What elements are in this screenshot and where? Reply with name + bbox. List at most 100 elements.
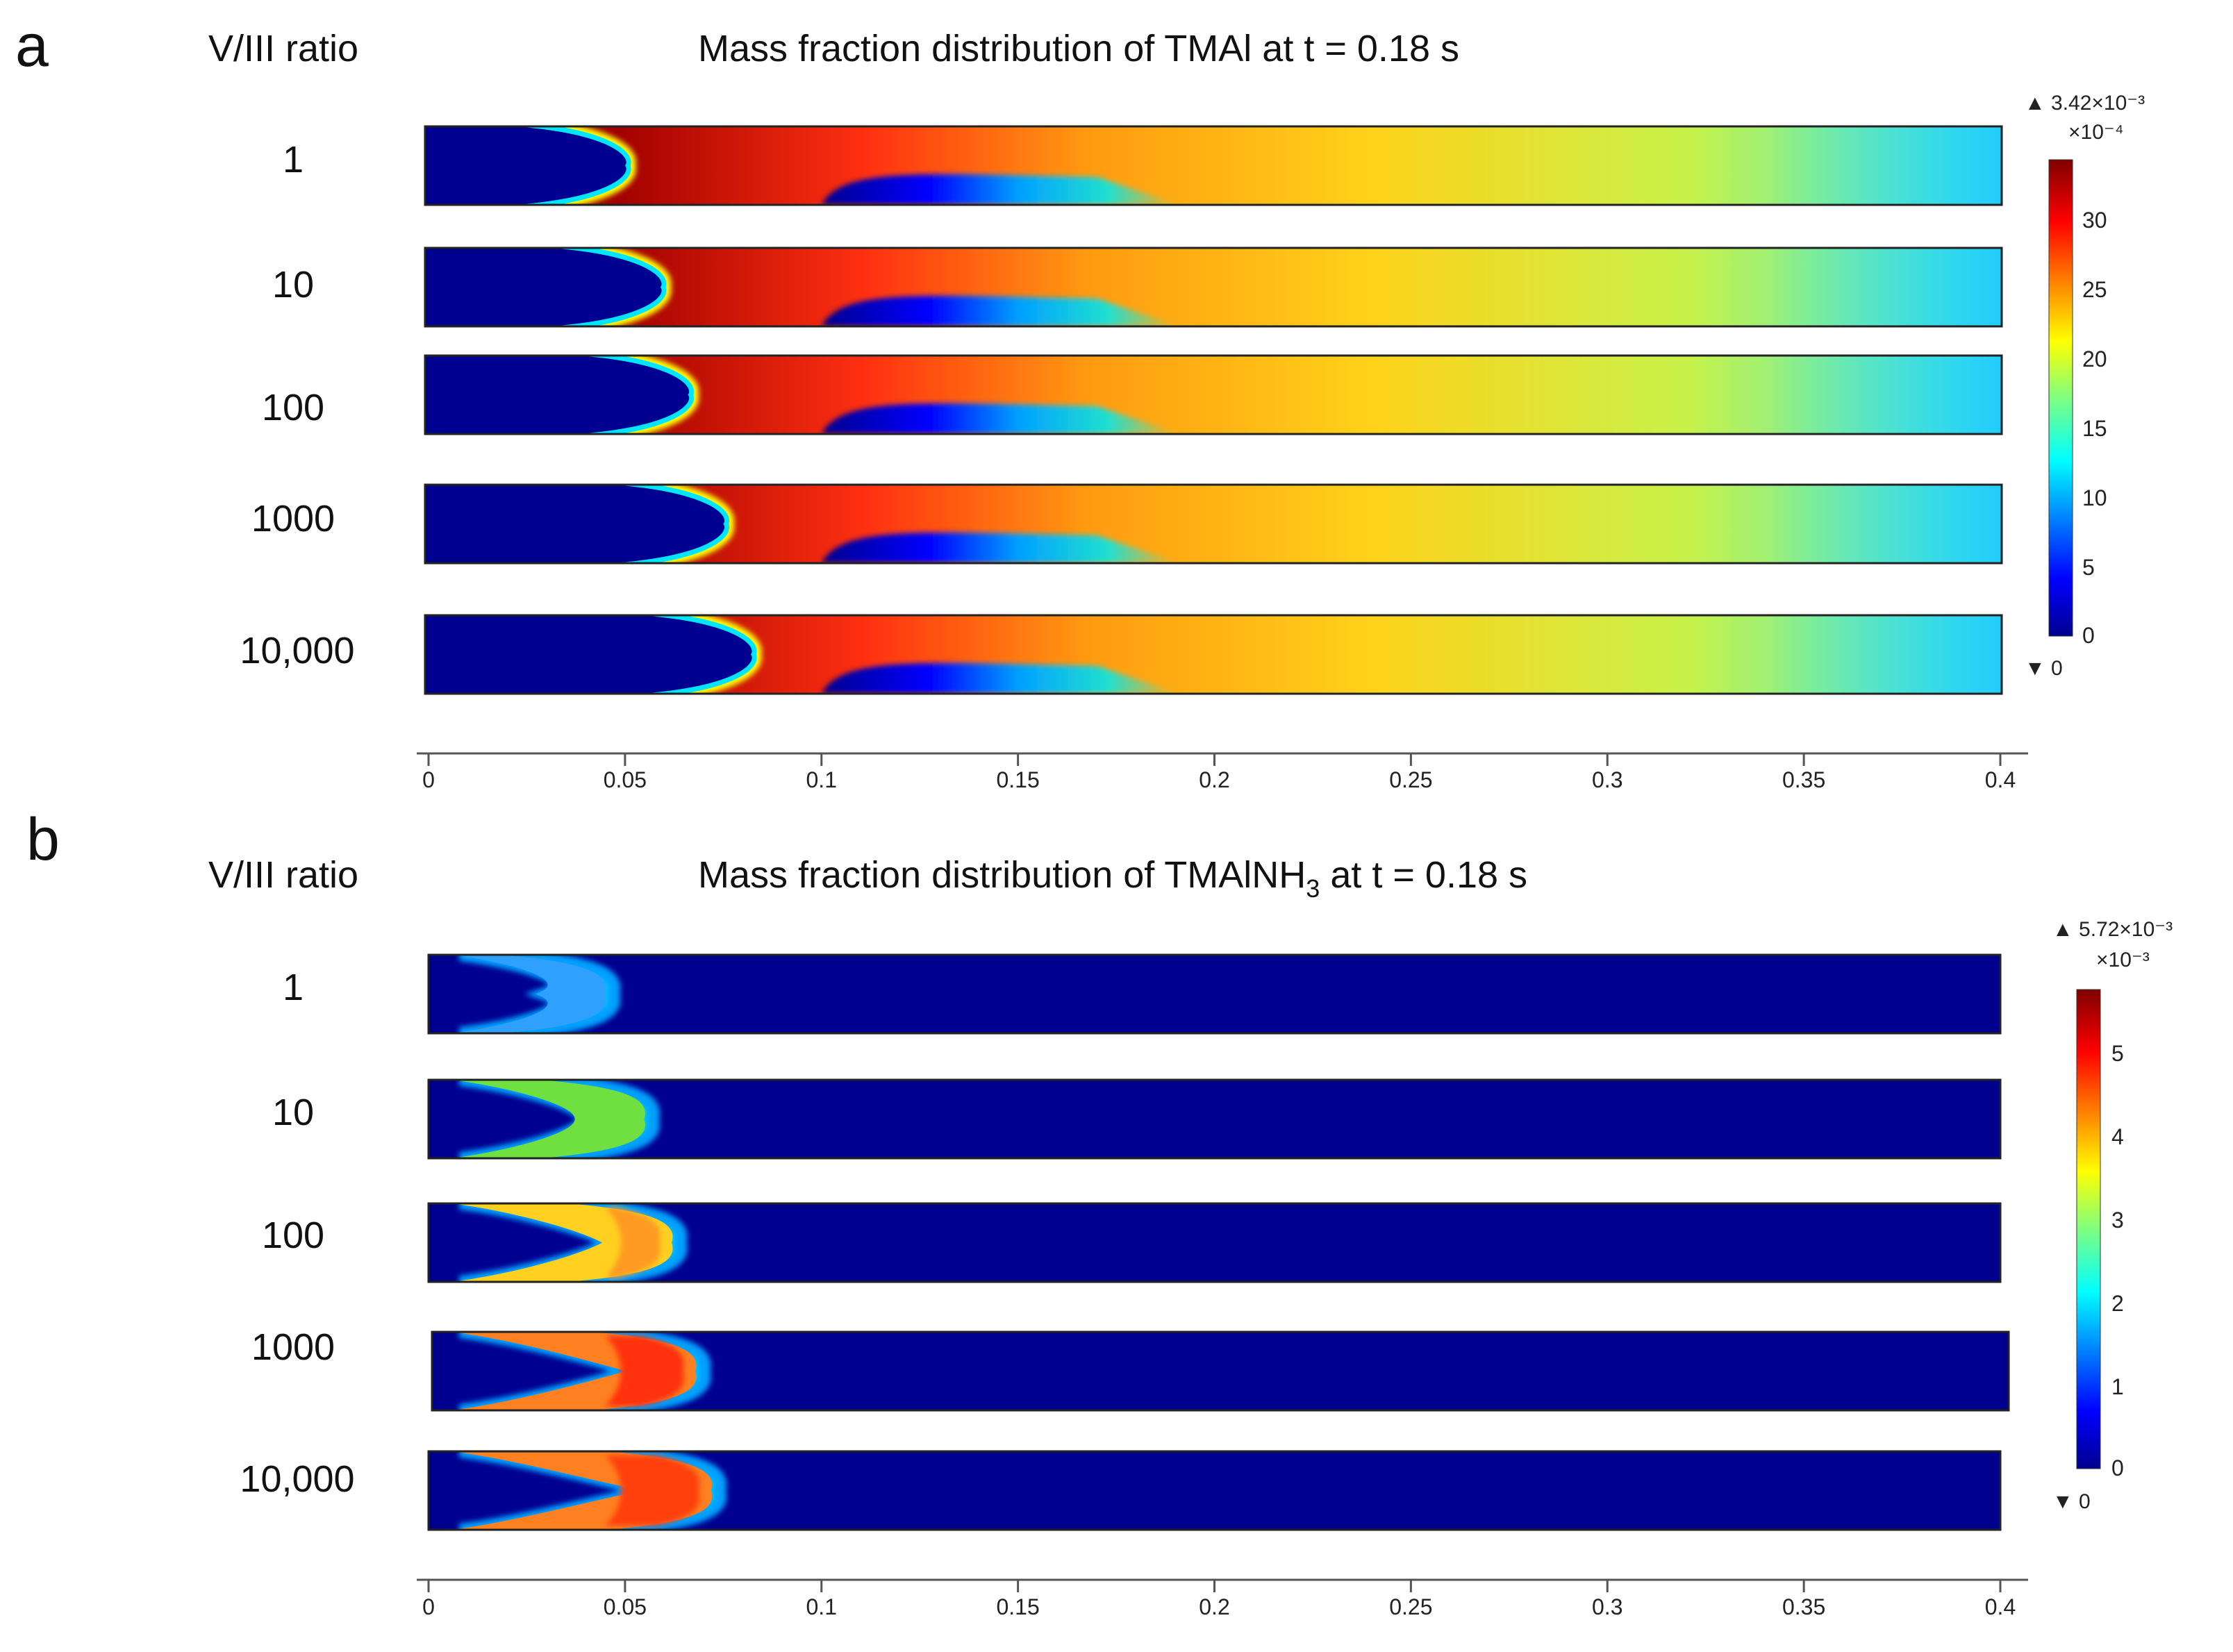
panel-b-x-tick-label: 0.15 xyxy=(996,1594,1039,1619)
panel-b-row-labels: 1 10 100 1000 10,000 xyxy=(240,967,354,1500)
tmal-strip-row xyxy=(424,483,2003,565)
panel-a-colorbar-tick: 0 xyxy=(2082,623,2095,648)
tmal-inlet-region xyxy=(425,126,626,205)
panel-a-x-ticks xyxy=(427,753,2002,766)
panel-a-colorbar-tick: 10 xyxy=(2082,485,2107,510)
panel-b-row-label: 100 xyxy=(262,1215,324,1256)
tmalnh3-strip-row xyxy=(427,953,2002,1035)
panel-a-row-label: 10,000 xyxy=(240,630,354,671)
tmalnh3-strip-row xyxy=(427,1202,2002,1283)
tmal-inlet-region xyxy=(425,615,752,694)
tmal-field xyxy=(425,248,2002,326)
panel-a-row-label: 100 xyxy=(262,387,324,428)
panel-a-row-labels: 1 10 100 1000 10,000 xyxy=(240,139,354,671)
tmalnh3-band-core xyxy=(605,1455,700,1526)
panel-b-title-main: Mass fraction distribution of TMAlNH xyxy=(698,854,1306,896)
panel-b-row-label: 10,000 xyxy=(240,1458,354,1500)
panel-b-x-tick-label: 0.3 xyxy=(1592,1594,1622,1619)
panel-a-colorbar-tick: 30 xyxy=(2082,208,2107,233)
panel-a-x-tick-label: 0.25 xyxy=(1389,767,1432,792)
tmal-strip-row xyxy=(424,247,2003,328)
tmal-outlet-fade xyxy=(1764,356,2002,434)
tmalnh3-band-core xyxy=(605,1336,684,1406)
panel-a-row-header: V/III ratio xyxy=(208,28,358,69)
panel-b-x-tick-label: 0.2 xyxy=(1199,1594,1229,1619)
panel-b-x-tick-label: 0.25 xyxy=(1389,1594,1432,1619)
panel-b-x-tick-labels: 0 0.05 0.1 0.15 0.2 0.25 0.3 0.35 0.4 xyxy=(422,1594,2016,1619)
panel-b-colorbar-tick: 2 xyxy=(2111,1291,2124,1316)
tmalnh3-strip-row xyxy=(431,1330,2010,1412)
tmalnh3-strip-border xyxy=(427,1450,2002,1531)
tmal-strip-border xyxy=(424,247,2003,328)
panel-b-colorbar-tick: 5 xyxy=(2111,1041,2124,1066)
panel-a-x-tick-label: 0.2 xyxy=(1199,767,1229,792)
panel-a-x-tick-label: 0.35 xyxy=(1782,767,1825,792)
panel-a-row-label: 1000 xyxy=(251,498,335,540)
tmal-strip-border xyxy=(424,354,2003,435)
panel-a-x-tick-label: 0.15 xyxy=(996,767,1039,792)
panel-b-title-sub: 3 xyxy=(1306,874,1320,903)
panel-b-row-label: 1000 xyxy=(251,1326,335,1368)
tmal-inlet-region xyxy=(425,248,662,326)
tmal-wall-depletion xyxy=(821,662,1180,694)
tmalnh3-band-core xyxy=(605,1208,661,1278)
panel-b-title: Mass fraction distribution of TMAlNH3 at… xyxy=(698,854,1527,903)
panel-a-colorbar-max: ▲ 3.42×10⁻³ xyxy=(2025,92,2145,115)
panel-b-x-tick-label: 0.1 xyxy=(806,1594,837,1619)
tmalnh3-strip-border xyxy=(427,1078,2002,1160)
tmal-wall-depletion xyxy=(821,174,1180,205)
panel-b-x-tick-label: 0 xyxy=(422,1594,435,1619)
tmal-outlet-fade xyxy=(1764,126,2002,205)
tmal-strip-row xyxy=(424,614,2003,695)
panel-a-x-tick-labels: 0 0.05 0.1 0.15 0.2 0.25 0.3 0.35 0.4 xyxy=(422,767,2016,792)
panel-b-colorbar-min: ▼ 0 xyxy=(2052,1490,2091,1513)
tmalnh3-band-mid xyxy=(451,1080,645,1158)
tmalnh3-strip-border xyxy=(427,953,2002,1035)
panel-b-x-ticks xyxy=(427,1580,2002,1592)
panel-a-colorbar-tick: 15 xyxy=(2082,416,2107,441)
panel-b-colorbar-tick: 0 xyxy=(2111,1455,2124,1480)
panel-a-colorbar-tick: 25 xyxy=(2082,277,2107,302)
panel-b-colorbar-max: ▲ 5.72×10⁻³ xyxy=(2052,918,2173,941)
tmal-strip-border xyxy=(424,614,2003,695)
panel-b-strips xyxy=(427,953,2010,1531)
panel-b-colorbar-tick: 3 xyxy=(2111,1208,2124,1233)
panel-a-row-label: 1 xyxy=(283,139,304,181)
panel-a-colorbar-scale: ×10⁻⁴ xyxy=(2068,121,2124,144)
panel-b-row-label: 1 xyxy=(283,967,304,1008)
tmal-strip-border xyxy=(424,125,2003,206)
tmal-outlet-fade xyxy=(1764,248,2002,326)
panel-a-x-tick-label: 0.1 xyxy=(806,767,837,792)
tmalnh3-field xyxy=(429,1080,2000,1158)
panel-b-x-tick-label: 0.4 xyxy=(1985,1594,2016,1619)
panel-a-x-tick-label: 0.4 xyxy=(1985,767,2016,792)
tmal-inlet-region xyxy=(425,356,690,434)
panel-b-x-tick-label: 0.05 xyxy=(604,1594,647,1619)
panel-b-colorbar: ▲ 5.72×10⁻³ ×10⁻³ 5 4 3 2 1 0 ▼ 0 xyxy=(2052,918,2173,1513)
panel-b-colorbar-ticks: 5 4 3 2 1 0 xyxy=(2111,1041,2124,1480)
panel-a-title: Mass fraction distribution of TMAl at t … xyxy=(698,28,1459,69)
tmal-inlet-region xyxy=(425,485,725,563)
tmal-field xyxy=(425,126,2002,205)
tmal-wall-depletion xyxy=(821,532,1180,563)
panel-a-x-tick-label: 0 xyxy=(422,767,435,792)
panel-a-colorbar-bar xyxy=(2048,159,2073,637)
tmalnh3-strip-border xyxy=(427,1202,2002,1283)
tmalnh3-field xyxy=(429,1203,2000,1282)
panel-a-label: a xyxy=(15,12,49,79)
tmalnh3-strip-row xyxy=(427,1078,2002,1160)
tmal-strip-border xyxy=(424,483,2003,565)
panel-a-colorbar-ticks: 30 25 20 15 10 5 0 xyxy=(2082,208,2107,648)
panel-b-row-label: 10 xyxy=(272,1092,314,1133)
tmalnh3-strip-border xyxy=(431,1330,2010,1412)
panel-a-colorbar-tick: 5 xyxy=(2082,555,2095,580)
panel-a-x-tick-label: 0.05 xyxy=(604,767,647,792)
panel-a-colorbar: ▲ 3.42×10⁻³ ×10⁻⁴ 30 25 20 15 10 5 0 ▼ 0 xyxy=(2025,92,2145,680)
panel-a-strips xyxy=(424,125,2003,695)
panel-b-x-tick-label: 0.35 xyxy=(1782,1594,1825,1619)
panel-b-title-tail: at t = 0.18 s xyxy=(1320,854,1527,896)
panel-b-colorbar-bar xyxy=(2076,989,2101,1469)
panel-a-row-label: 10 xyxy=(272,264,314,306)
tmal-strip-row xyxy=(424,354,2003,435)
panel-a-x-tick-label: 0.3 xyxy=(1592,767,1622,792)
